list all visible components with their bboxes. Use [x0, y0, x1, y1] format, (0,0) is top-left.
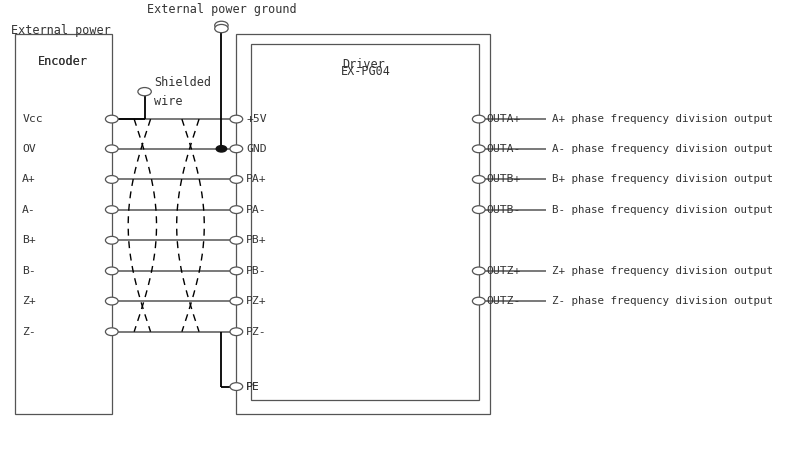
Text: A- phase frequency division output: A- phase frequency division output [552, 144, 773, 154]
Circle shape [472, 176, 485, 183]
Circle shape [214, 21, 228, 29]
Text: wire: wire [154, 95, 183, 108]
Text: B+ phase frequency division output: B+ phase frequency division output [552, 175, 773, 184]
Text: OV: OV [23, 144, 36, 154]
Circle shape [230, 328, 243, 336]
Circle shape [230, 176, 243, 183]
Text: OUTA+: OUTA+ [486, 114, 521, 124]
Text: OUTA-: OUTA- [486, 144, 521, 154]
Text: PA-: PA- [246, 205, 267, 215]
Circle shape [230, 236, 243, 244]
Text: PB-: PB- [246, 266, 267, 276]
Text: Z+ phase frequency division output: Z+ phase frequency division output [552, 266, 773, 276]
Text: External power ground: External power ground [147, 3, 297, 16]
Text: B- phase frequency division output: B- phase frequency division output [552, 205, 773, 215]
Text: A-: A- [23, 205, 36, 215]
Text: OUTB-: OUTB- [486, 205, 521, 215]
Text: PZ+: PZ+ [246, 296, 267, 306]
Circle shape [106, 145, 118, 153]
Text: Encoder: Encoder [39, 55, 88, 68]
Text: OUTB+: OUTB+ [486, 175, 521, 184]
FancyBboxPatch shape [251, 44, 479, 400]
Text: Encoder: Encoder [39, 55, 88, 68]
Text: PZ-: PZ- [246, 327, 267, 336]
Circle shape [216, 146, 226, 152]
Text: External power: External power [11, 24, 111, 37]
Circle shape [472, 115, 485, 123]
Circle shape [230, 145, 243, 153]
Text: Z+: Z+ [23, 296, 36, 306]
Circle shape [106, 206, 118, 213]
Circle shape [106, 236, 118, 244]
Circle shape [106, 176, 118, 183]
Text: Z-: Z- [23, 327, 36, 336]
Circle shape [472, 206, 485, 213]
Circle shape [230, 383, 243, 390]
Circle shape [472, 297, 485, 305]
FancyBboxPatch shape [236, 35, 490, 414]
Circle shape [230, 206, 243, 213]
Text: PB+: PB+ [246, 235, 267, 245]
Text: B+: B+ [23, 235, 36, 245]
Text: PA+: PA+ [246, 175, 267, 184]
Circle shape [106, 115, 118, 123]
Circle shape [106, 267, 118, 275]
Text: Vcc: Vcc [23, 114, 43, 124]
Circle shape [138, 88, 152, 96]
Circle shape [106, 328, 118, 336]
Text: PE: PE [246, 381, 260, 392]
Text: +5V: +5V [246, 114, 267, 124]
Circle shape [230, 115, 243, 123]
Text: EX-PG04: EX-PG04 [340, 65, 390, 78]
Circle shape [230, 297, 243, 305]
Circle shape [230, 267, 243, 275]
Text: A+ phase frequency division output: A+ phase frequency division output [552, 114, 773, 124]
Text: Z- phase frequency division output: Z- phase frequency division output [552, 296, 773, 306]
Text: B-: B- [23, 266, 36, 276]
Text: A+: A+ [23, 175, 36, 184]
Text: GND: GND [246, 144, 267, 154]
Text: PE: PE [246, 381, 260, 392]
Circle shape [472, 145, 485, 153]
Text: Driver: Driver [342, 58, 384, 71]
FancyBboxPatch shape [15, 35, 112, 414]
Text: OUTZ-: OUTZ- [486, 296, 521, 306]
Circle shape [472, 267, 485, 275]
Text: Shielded: Shielded [154, 76, 211, 89]
Circle shape [106, 297, 118, 305]
Text: OUTZ+: OUTZ+ [486, 266, 521, 276]
Circle shape [214, 24, 228, 33]
